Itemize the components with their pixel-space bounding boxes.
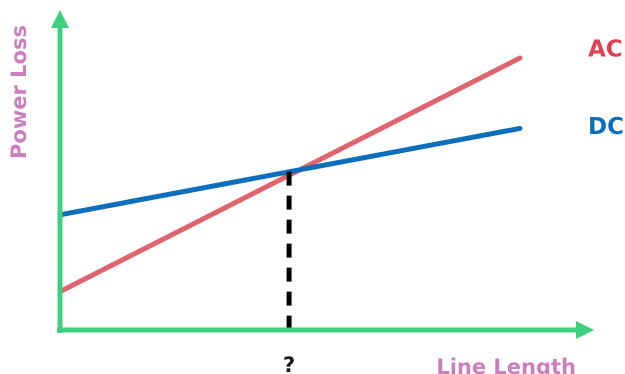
axes — [51, 10, 594, 339]
series-label-ac: AC — [588, 37, 623, 63]
y-axis-arrowhead — [51, 10, 69, 28]
y-axis-label: Power Loss — [7, 25, 31, 159]
series-labels: AC DC — [588, 37, 624, 140]
plot-area — [57, 55, 523, 328]
x-tick-label-question: ? — [283, 353, 295, 374]
x-axis-label: Line Length — [436, 355, 576, 374]
x-axis-arrowhead — [576, 321, 594, 339]
series-label-dc: DC — [588, 114, 624, 140]
